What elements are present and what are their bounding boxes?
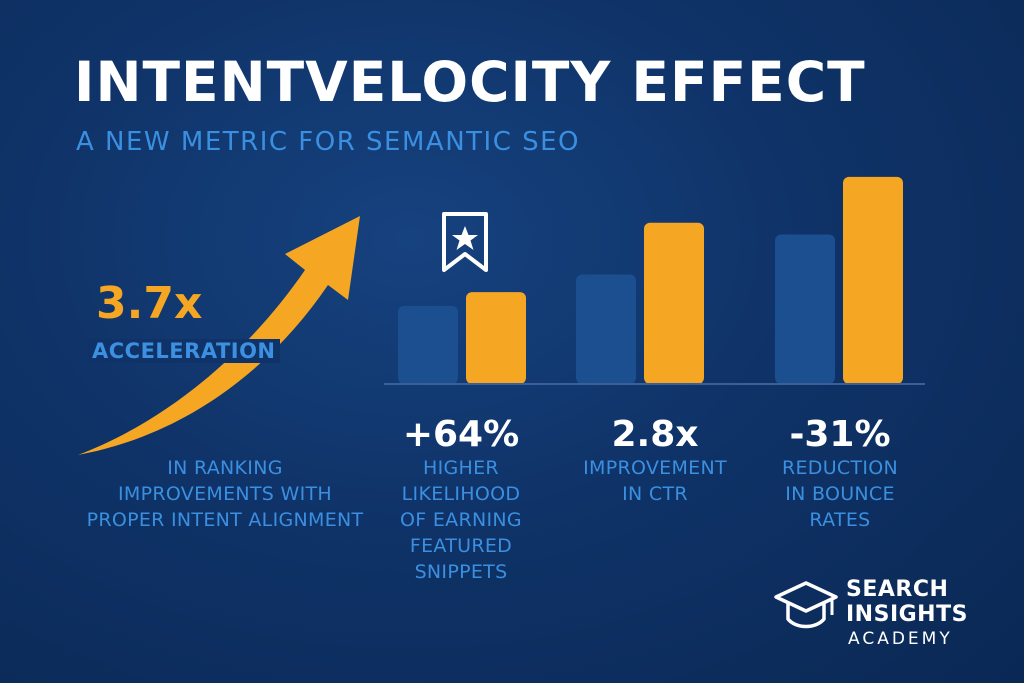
upward-arrow-icon [78,216,360,455]
stat-value-featured-snippets: +64% [402,414,520,455]
description-line: FEATURED [409,535,513,557]
bookmark-star-icon [442,212,488,272]
acceleration-label: ACCELERATION [88,339,280,363]
bar-blue-2 [775,234,835,384]
acceleration-value: 3.7x [96,278,203,329]
page-subtitle: A NEW METRIC FOR SEMANTIC SEO [76,127,581,157]
logo-text-academy: ACADEMY [848,629,953,649]
bar-orange-0 [466,292,526,384]
description-line: IN RANKING [167,457,283,479]
description-line: RATES [809,509,871,531]
description-line: SNIPPETS [414,561,508,583]
stat-description-ctr: IMPROVEMENT IN CTR [560,455,750,507]
stat-description-bounce: REDUCTION IN BOUNCE RATES [755,455,925,533]
acceleration-description: IN RANKING IMPROVEMENTS WITH PROPER INTE… [70,455,380,533]
logo-text-insights: INSIGHTS [846,602,968,627]
description-line: IMPROVEMENTS WITH [118,483,332,505]
page-title: INTENTVELOCITY EFFECT [74,50,866,114]
bar-blue-0 [398,305,458,384]
description-line: REDUCTION [781,457,899,479]
bar-orange-1 [644,222,704,384]
description-line: PROPER INTENT ALIGNMENT [86,509,364,531]
description-line: LIKELIHOOD [401,483,521,505]
graduation-cap-icon [774,581,838,629]
description-line: IN CTR [622,483,688,505]
bar-group [398,176,903,384]
description-line: IMPROVEMENT [583,457,727,479]
description-line: OF EARNING [400,509,522,531]
logo-text-search: SEARCH [846,577,949,602]
stat-value-bounce: -31% [789,414,891,455]
description-line: IN BOUNCE [785,483,895,505]
bar-blue-1 [576,274,636,384]
stat-description-featured-snippets: HIGHER LIKELIHOOD OF EARNING FEATURED SN… [376,455,546,585]
description-line: HIGHER [423,457,499,479]
stat-value-ctr: 2.8x [611,414,699,455]
bar-orange-2 [843,176,903,384]
